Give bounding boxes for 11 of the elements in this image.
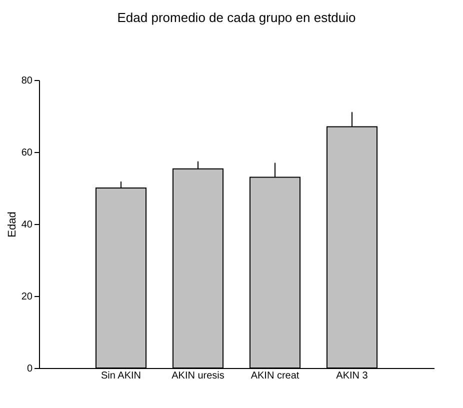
y-tick-label: 80 bbox=[21, 76, 33, 86]
x-tick-label: AKIN creat bbox=[250, 370, 300, 382]
y-axis-title: Edad bbox=[6, 212, 18, 238]
y-tick-label: 20 bbox=[21, 292, 33, 302]
y-tick-label: 0 bbox=[26, 364, 33, 374]
x-tick-label: AKIN 3 bbox=[336, 370, 368, 382]
x-tick-label: AKIN uresis bbox=[172, 370, 224, 382]
y-tick-label: 40 bbox=[21, 220, 33, 230]
x-tick-label: Sin AKIN bbox=[100, 370, 142, 382]
y-tick-label: 60 bbox=[21, 148, 33, 158]
chart-title: Edad promedio de cada grupo en estduio bbox=[117, 10, 356, 25]
